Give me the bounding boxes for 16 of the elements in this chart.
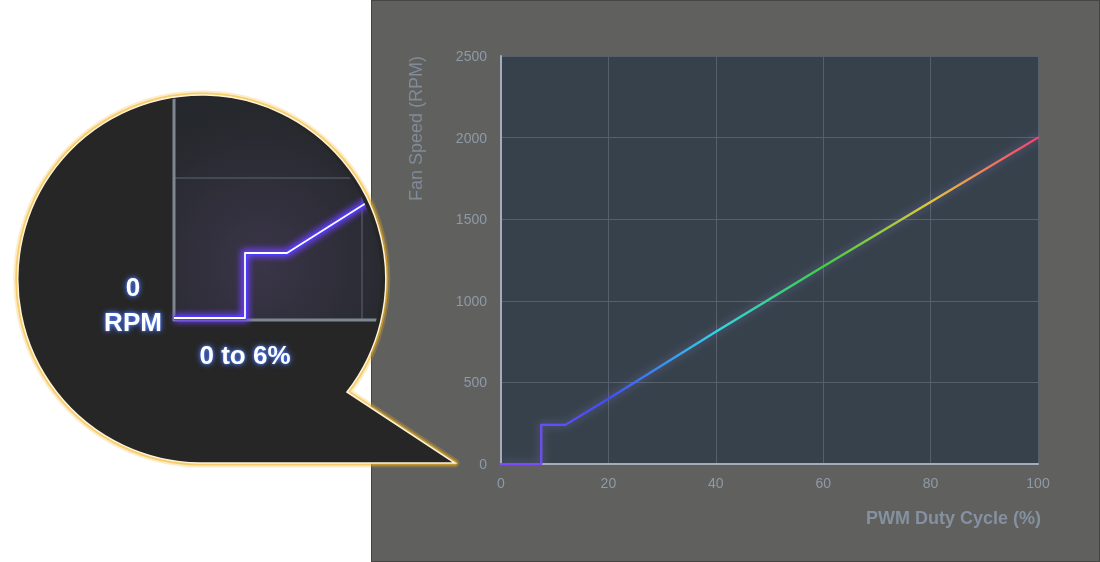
text: 0 RPM	[103, 271, 163, 339]
y-tick-label: 0	[479, 456, 488, 472]
y-tick-label: 2000	[455, 129, 488, 146]
y-tick-label: 2500	[455, 48, 488, 64]
x-tick-label: 40	[708, 475, 724, 491]
y-tick-label: 1000	[455, 292, 488, 309]
x-tick-label: 20	[600, 475, 617, 491]
text: 0 to 6%	[198, 339, 292, 372]
x-tick-label: 0	[497, 475, 506, 491]
y-axis-title: Fan Speed (RPM)	[406, 56, 426, 202]
x-axis-title: PWM Duty Cycle (%)	[865, 508, 1041, 528]
x-tick-label: 60	[815, 475, 832, 491]
x-tick-label: 80	[922, 475, 939, 491]
y-tick-label: 500	[463, 374, 488, 391]
x-tick-label: 100	[1026, 475, 1050, 491]
y-tick-label: 1500	[455, 211, 488, 228]
